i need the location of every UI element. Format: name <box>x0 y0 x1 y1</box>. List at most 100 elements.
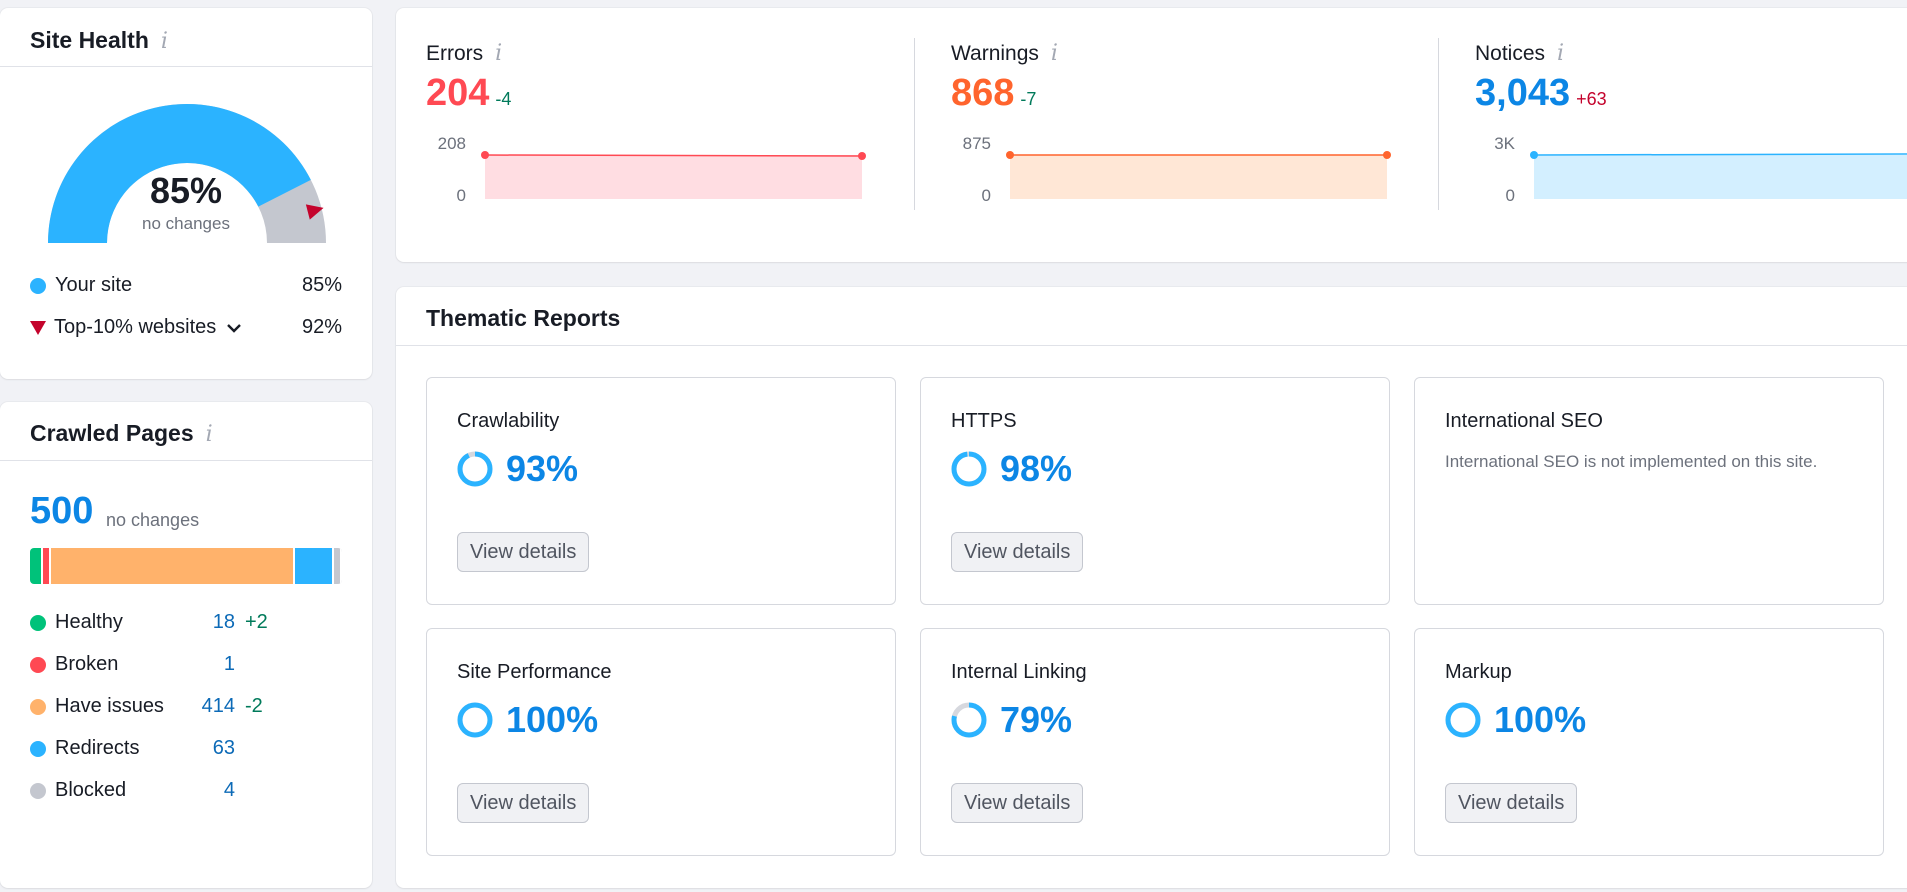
tile-name: Internal Linking <box>951 661 1087 683</box>
notices-sparkline[interactable] <box>1530 133 1907 199</box>
tile-internal-linking: Internal Linking 79% View details <box>920 628 1390 856</box>
row-delta: +2 <box>245 611 268 633</box>
warnings-point-start <box>1006 151 1014 159</box>
legend-value: 92% <box>301 316 342 338</box>
chevron-down-icon[interactable] <box>226 320 242 336</box>
crawled-stacked-bar[interactable] <box>30 548 342 584</box>
stack-segment-redirects[interactable] <box>295 548 334 584</box>
warnings-label: Warnings i <box>951 41 1058 66</box>
divider <box>1438 38 1439 210</box>
tile-score[interactable]: 93% <box>457 448 578 490</box>
row-count[interactable]: 1 <box>223 653 235 675</box>
site-health-card: Site Health i 85% no changes Your site 85… <box>0 8 372 379</box>
divider <box>0 460 372 461</box>
warnings-y-max: 875 <box>962 134 991 153</box>
notices-point-start <box>1530 151 1538 159</box>
row-count[interactable]: 18 <box>212 611 235 633</box>
info-icon[interactable]: i <box>1557 41 1565 66</box>
stack-segment-have-issues[interactable] <box>50 548 296 584</box>
crawled-count[interactable]: 500 <box>30 490 94 532</box>
legend-label: Your site <box>55 274 133 296</box>
progress-ring-icon <box>457 451 493 487</box>
view-details-button[interactable]: View details <box>951 532 1084 572</box>
site-health-title-text: Site Health <box>30 27 149 53</box>
legend-top10: Top-10% websites 92% <box>30 316 342 339</box>
warnings-area <box>1010 155 1387 199</box>
errors-label: Errors i <box>426 41 503 66</box>
row-count[interactable]: 63 <box>212 737 235 759</box>
row-count[interactable]: 414 <box>201 695 235 717</box>
ring-fill <box>1445 702 1481 738</box>
errors-point-end <box>858 152 866 160</box>
errors-y-min: 0 <box>456 186 466 205</box>
errors-line <box>484 154 863 157</box>
tile-name: Site Performance <box>457 661 612 683</box>
warnings-point-end <box>1383 151 1391 159</box>
divider <box>396 345 1907 346</box>
health-score-sub: no changes <box>142 214 230 233</box>
divider <box>0 66 372 67</box>
tile-name: Markup <box>1445 661 1512 683</box>
view-details-button[interactable]: View details <box>951 783 1084 823</box>
row-count[interactable]: 4 <box>223 779 235 801</box>
warnings-y-min: 0 <box>981 186 991 205</box>
progress-ring-icon <box>1445 702 1481 738</box>
view-details-button[interactable]: View details <box>457 532 590 572</box>
info-icon[interactable]: i <box>205 422 213 447</box>
errors-delta: -4 <box>495 89 512 109</box>
notices-label: Notices i <box>1475 41 1565 66</box>
crawled-pages-title-text: Crawled Pages <box>30 420 194 446</box>
blue-dot-icon <box>30 277 46 294</box>
warnings-value[interactable]: 868 -7 <box>951 72 1037 114</box>
tile-note: International SEO is not implemented on … <box>1445 452 1818 471</box>
tile-score[interactable]: 98% <box>951 448 1072 490</box>
site-health-title: Site Health i <box>30 27 168 54</box>
view-details-button[interactable]: View details <box>1445 783 1578 823</box>
row-label: Redirects <box>55 737 140 759</box>
ring-fill <box>457 451 493 487</box>
crawled-row-broken: Broken 1 <box>30 653 350 676</box>
status-dot-icon <box>30 614 46 631</box>
stack-segment-healthy[interactable] <box>30 548 43 584</box>
stack-segment-blocked[interactable] <box>334 548 342 584</box>
row-label: Blocked <box>55 779 127 801</box>
legend-label: Top-10% websites <box>54 316 217 338</box>
tile-score[interactable]: 100% <box>457 699 598 741</box>
row-label: Healthy <box>55 611 123 633</box>
info-icon[interactable]: i <box>495 41 503 66</box>
notices-value[interactable]: 3,043 +63 <box>1475 72 1607 114</box>
tile-crawlability: Crawlability 93% View details <box>426 377 896 605</box>
progress-ring-icon <box>951 702 987 738</box>
site-health-gauge <box>48 103 326 244</box>
errors-sparkline[interactable] <box>481 133 867 199</box>
notices-delta: +63 <box>1576 89 1607 109</box>
errors-point-start <box>481 151 489 159</box>
thematic-reports-title: Thematic Reports <box>426 305 621 331</box>
view-details-button[interactable]: View details <box>457 783 590 823</box>
legend-your-site: Your site 85% <box>30 274 342 297</box>
tile-score[interactable]: 79% <box>951 699 1072 741</box>
errors-area <box>485 155 862 199</box>
status-dot-icon <box>30 782 46 799</box>
status-dot-icon <box>30 656 46 673</box>
stack-segment-broken[interactable] <box>42 548 51 584</box>
info-icon[interactable]: i <box>1050 41 1058 66</box>
tile-score[interactable]: 100% <box>1445 699 1586 741</box>
row-delta: -2 <box>245 695 263 717</box>
warnings-sparkline[interactable] <box>1006 133 1392 199</box>
health-score: 85% <box>149 170 223 211</box>
ring-fill <box>951 451 987 487</box>
errors-y-max: 208 <box>437 134 466 153</box>
tile-markup: Markup 100% View details <box>1414 628 1884 856</box>
notices-y-min: 0 <box>1505 186 1515 205</box>
errors-value[interactable]: 204 -4 <box>426 72 512 114</box>
crawled-row-healthy: Healthy 18 +2 <box>30 611 350 634</box>
crawled-row-have-issues: Have issues 414 -2 <box>30 695 350 718</box>
top10-marker-icon <box>305 204 324 220</box>
tile-name: Crawlability <box>457 410 560 432</box>
divider <box>914 38 915 210</box>
gauge-fill <box>48 103 311 244</box>
notices-line <box>1533 153 1907 156</box>
thematic-reports-card: Thematic Reports Crawlability 93% View d… <box>396 287 1907 888</box>
info-icon[interactable]: i <box>160 29 168 54</box>
